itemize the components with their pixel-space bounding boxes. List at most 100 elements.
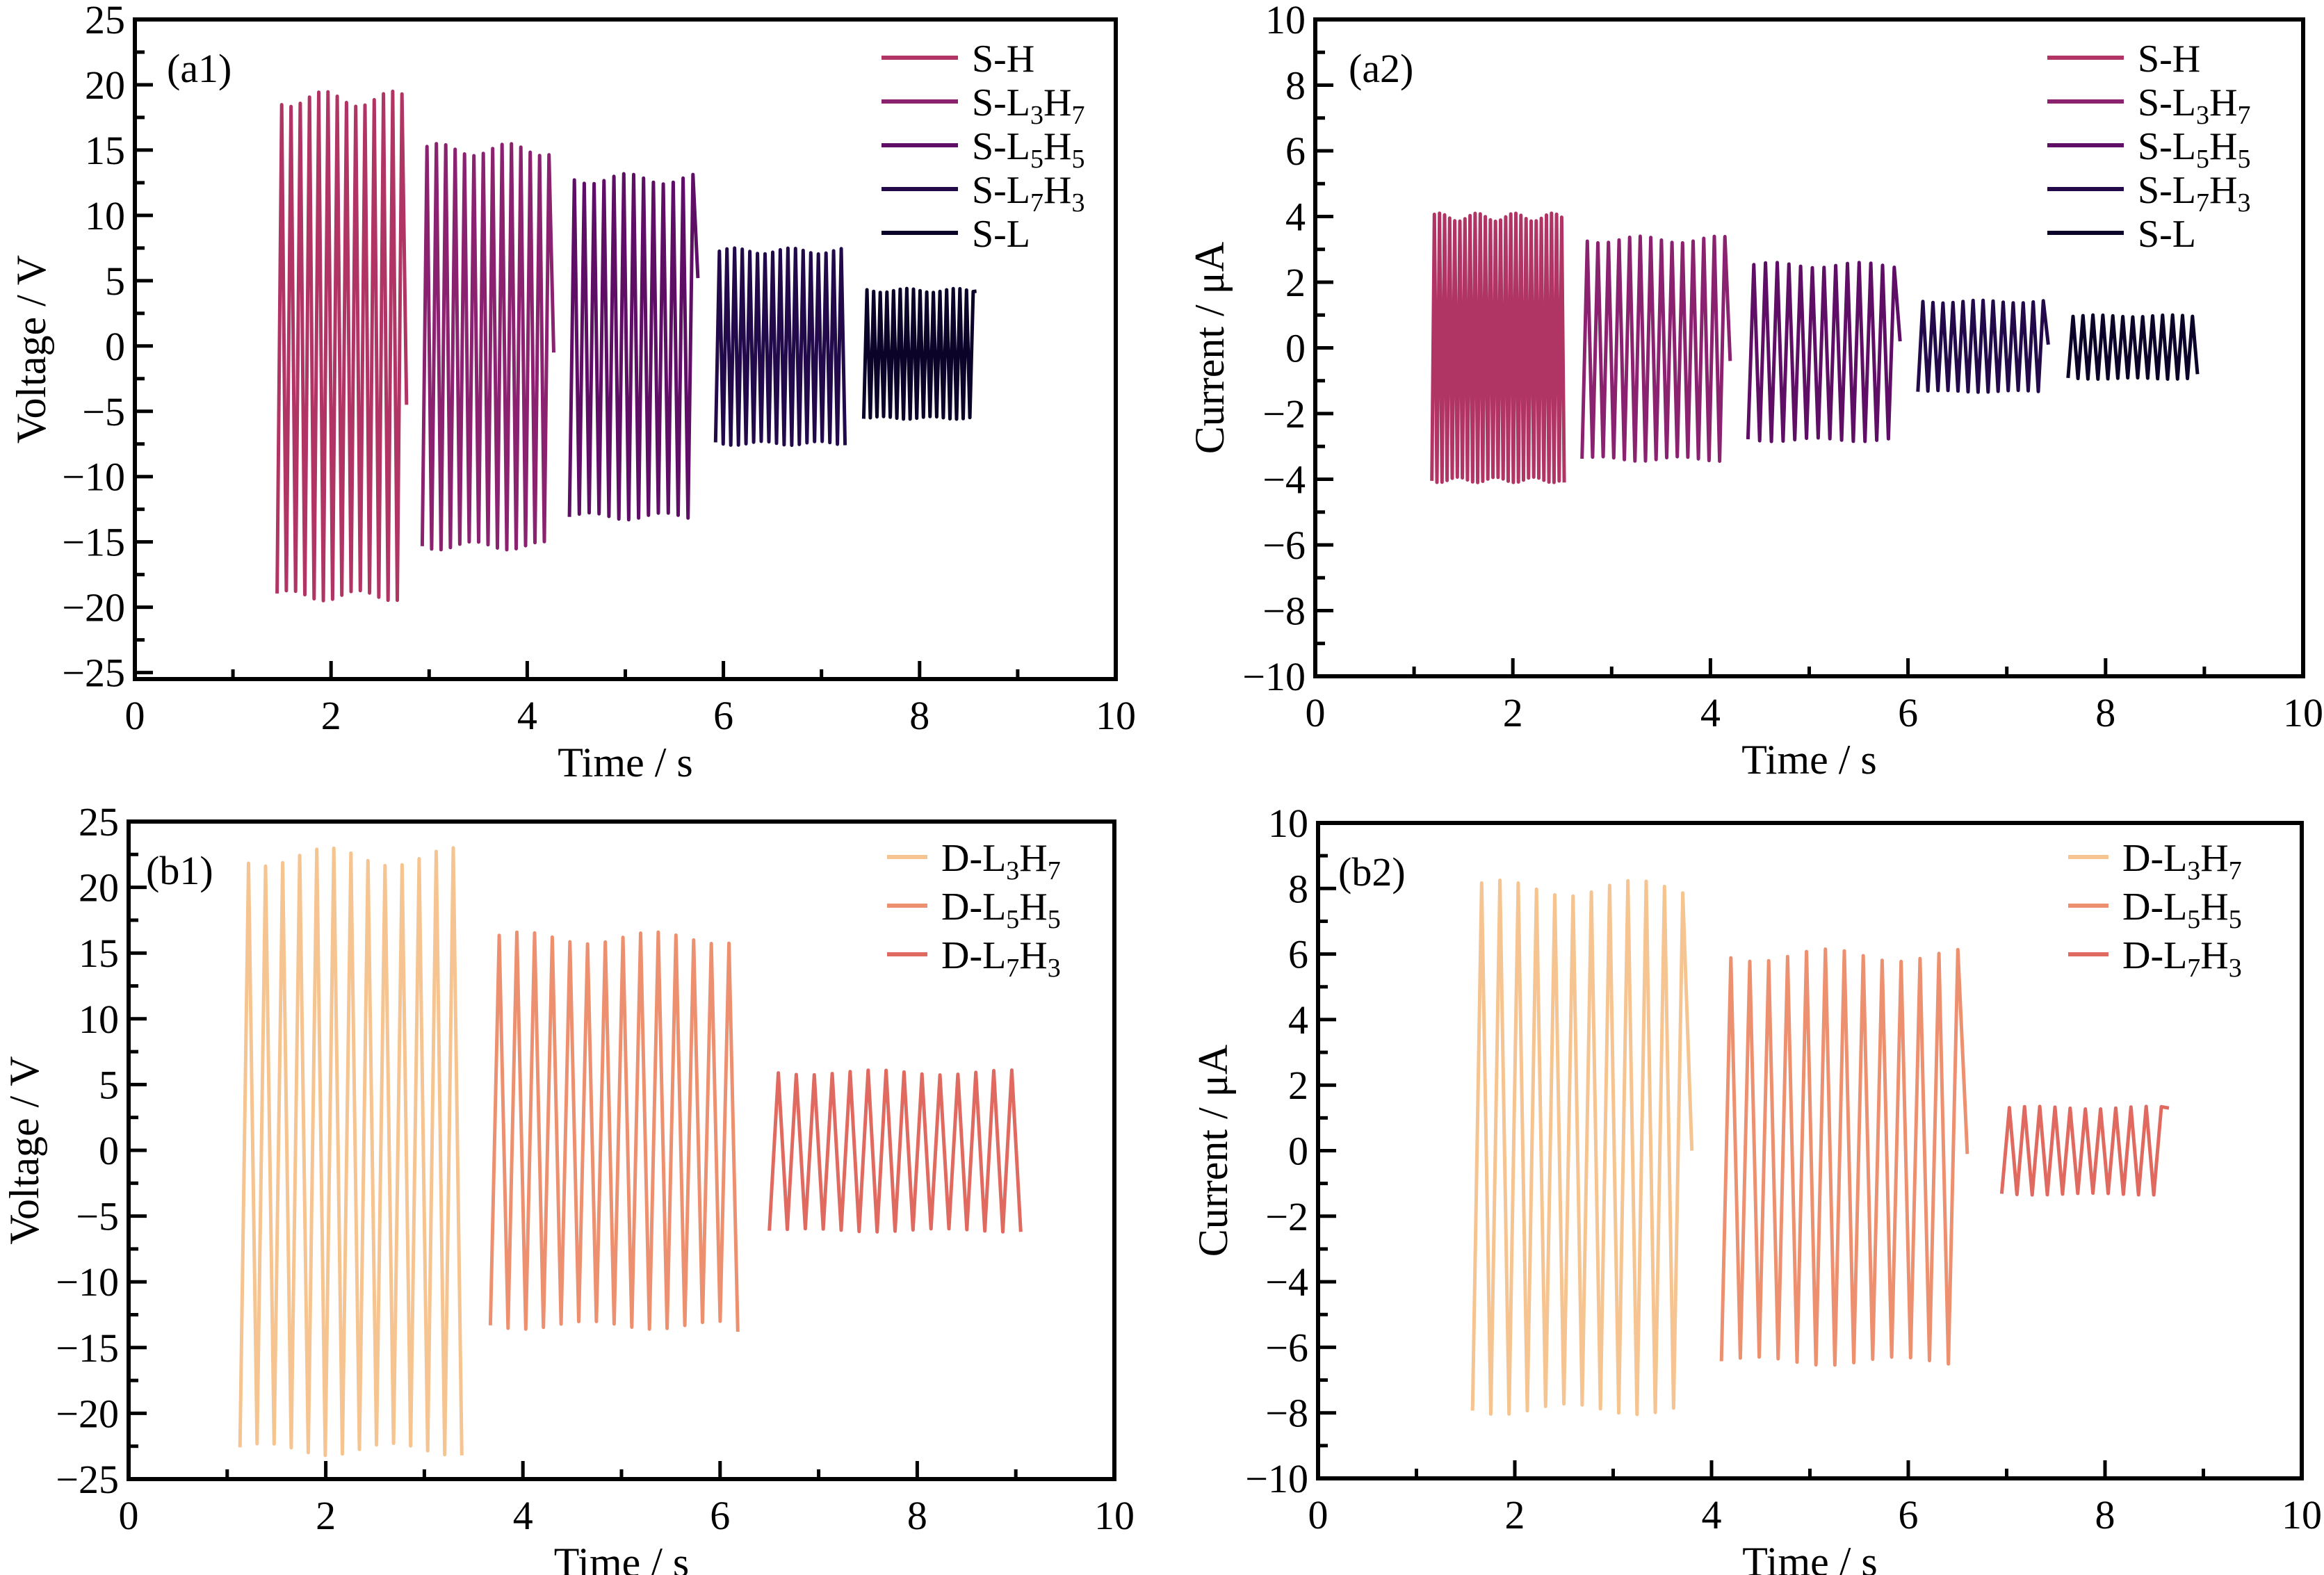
legend-item-s-h: S-H: [2047, 38, 2200, 81]
legend-label: D-L3H7: [941, 837, 1061, 886]
y-tick-label: −25: [62, 651, 125, 696]
y-tick-label: 15: [79, 931, 119, 976]
series-line-s-l7h3: [713, 246, 847, 448]
series-line-d-l7h3: [767, 1068, 1023, 1234]
series-line-s-l5h5: [1746, 261, 1902, 443]
y-tick-label: 20: [85, 63, 125, 108]
y-tick-label: 10: [79, 997, 119, 1042]
y-tick-label: 15: [85, 128, 125, 173]
x-tick-label: 4: [1700, 690, 1721, 735]
legend-label: S-H: [2138, 38, 2200, 81]
y-tick-label: 2: [1288, 1063, 1308, 1108]
series-line-s-l: [2066, 313, 2200, 381]
x-tick-label: 10: [2283, 690, 2323, 735]
panel-tag: (a1): [167, 46, 231, 91]
legend-item-s-l5h5: S-L5H5: [2047, 125, 2250, 174]
y-tick-label: −20: [62, 585, 125, 630]
y-axis-title: Voltage / V: [8, 255, 54, 443]
panel-tag: (b2): [1338, 849, 1406, 895]
x-tick-label: 8: [909, 693, 929, 738]
y-tick-label: −8: [1262, 589, 1306, 634]
y-tick-label: 10: [1268, 801, 1308, 846]
legend-item-s-l7h3: S-L7H3: [881, 169, 1084, 218]
legend-item-s-h: S-H: [881, 38, 1034, 81]
x-tick-label: 0: [1306, 690, 1326, 735]
panel-b2: 0 2 4 6 8 10 10 8 6 4 2 0 −2 −4 −6 −8 −10 Time / s Current…: [1190, 801, 2322, 1575]
x-tick-label: 4: [517, 693, 537, 738]
legend-label: D-L7H3: [941, 934, 1061, 983]
x-tick-label: 2: [321, 693, 341, 738]
legend-item-d-l7h3: D-L7H3: [2068, 934, 2242, 983]
x-tick-label: 2: [1505, 1492, 1525, 1537]
legend-label: S-L5H5: [2138, 125, 2250, 174]
y-tick-label: −15: [56, 1325, 119, 1371]
legend-item-d-l5h5: D-L5H5: [2068, 886, 2242, 934]
panel-a2: 0 2 4 6 8 10 10 8 6 4 2 0 −2 −4 −6 −8 −10 Time / s Current…: [1187, 0, 2323, 783]
y-axis-title: Current / μA: [1190, 1045, 1236, 1257]
y-tick-label: −10: [56, 1259, 119, 1305]
series-line-s-h: [275, 89, 409, 603]
legend-label: S-L: [2138, 213, 2196, 256]
y-tick-label: 0: [105, 324, 125, 369]
legend-label: S-L3H7: [972, 81, 1084, 130]
series-line-s-h: [1430, 211, 1566, 484]
x-tick-label: 8: [2095, 690, 2115, 735]
legend-item-s-l: S-L: [881, 213, 1030, 256]
legend-item-s-l5h5: S-L5H5: [881, 125, 1084, 174]
series-line-d-l5h5: [488, 930, 740, 1332]
panel-tag: (b1): [146, 848, 213, 893]
y-tick-label: 0: [99, 1128, 119, 1173]
y-tick-label: −5: [82, 389, 125, 434]
y-tick-label: −15: [62, 520, 125, 565]
legend-label: S-L: [972, 213, 1030, 256]
y-tick-label: 20: [79, 865, 119, 911]
legend-item-d-l5h5: D-L5H5: [887, 886, 1061, 934]
x-tick-label: 4: [1702, 1492, 1722, 1537]
series-line-s-l: [861, 286, 977, 421]
y-tick-label: −4: [1265, 1259, 1308, 1305]
legend-label: S-L7H3: [2138, 169, 2250, 218]
legend-label: D-L7H3: [2122, 934, 2242, 983]
legend-label: S-H: [972, 38, 1034, 81]
x-tick-label: 6: [1898, 690, 1918, 735]
y-tick-label: −8: [1265, 1391, 1308, 1436]
series-line-d-l3h7: [1470, 879, 1694, 1417]
x-tick-label: 6: [713, 693, 733, 738]
y-tick-label: −10: [1242, 654, 1306, 699]
y-tick-label: −5: [76, 1194, 119, 1239]
panel-a1: 0 2 4 6 8 10 25 20 15 10 5 0 −5 −10 −15 −20 −25 Time / s V…: [8, 0, 1136, 785]
legend-label: S-L3H7: [2138, 81, 2250, 130]
x-axis-title: Time / s: [554, 1540, 690, 1575]
x-axis-title: Time / s: [1741, 737, 1877, 783]
series-line-s-l7h3: [1916, 298, 2050, 394]
x-tick-label: 10: [1094, 1493, 1135, 1538]
y-tick-label: 8: [1285, 63, 1306, 108]
x-tick-label: 6: [710, 1493, 730, 1538]
legend-item-s-l: S-L: [2047, 213, 2196, 256]
legend-item-s-l7h3: S-L7H3: [2047, 169, 2250, 218]
y-tick-label: 25: [79, 799, 119, 844]
legend-label: S-L7H3: [972, 169, 1084, 218]
x-axis-title: Time / s: [558, 740, 693, 785]
x-tick-label: 0: [1308, 1492, 1328, 1537]
x-tick-label: 4: [513, 1493, 533, 1538]
legend-label: D-L3H7: [2122, 837, 2242, 886]
legend-item-d-l3h7: D-L3H7: [887, 837, 1061, 886]
series-line-d-l7h3: [1999, 1104, 2170, 1197]
legend-label: D-L5H5: [941, 886, 1061, 934]
x-tick-label: 6: [1899, 1492, 1919, 1537]
x-tick-label: 2: [1503, 690, 1523, 735]
y-tick-label: −20: [56, 1391, 119, 1436]
panel-b1: 0 2 4 6 8 10 25 20 15 10 5 0 −5 −10 −15 −20 −25 Time / s V…: [1, 799, 1135, 1575]
x-tick-label: 10: [2282, 1492, 2322, 1537]
legend-item-d-l3h7: D-L3H7: [2068, 837, 2242, 886]
y-tick-label: 25: [85, 0, 125, 42]
y-tick-label: 5: [99, 1062, 119, 1107]
y-tick-label: 0: [1288, 1129, 1308, 1174]
series-line-s-l3h7: [420, 142, 555, 552]
y-tick-label: 6: [1285, 129, 1306, 174]
